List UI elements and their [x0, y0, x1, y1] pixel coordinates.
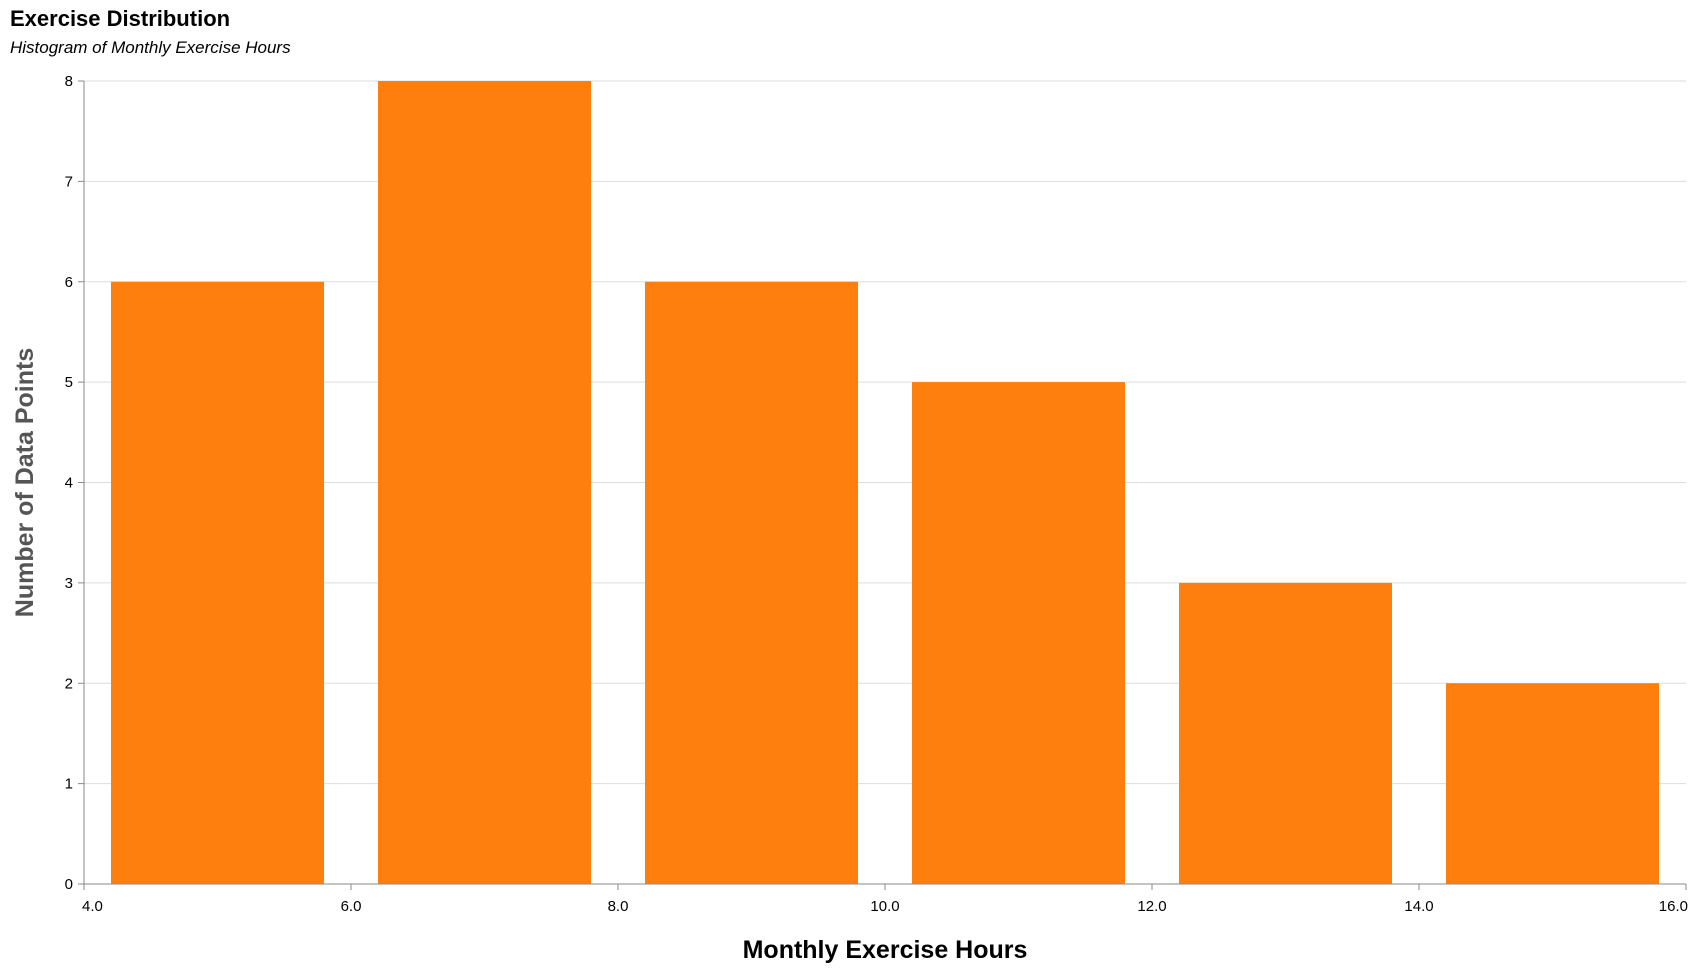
y-tick-label: 4: [65, 475, 73, 492]
y-tick-label: 0: [65, 876, 73, 893]
chart-subtitle: Histogram of Monthly Exercise Hours: [10, 38, 291, 57]
gridlines: [84, 80, 1686, 885]
x-tick-label: 10.0: [870, 898, 899, 915]
x-tick-label: 12.0: [1137, 898, 1166, 915]
x-tick-label: 16.0: [1659, 898, 1688, 915]
chart-title: Exercise Distribution: [10, 6, 231, 31]
x-tick-label: 6.0: [341, 898, 362, 915]
x-tick-label: 4.0: [82, 898, 103, 915]
histogram-bar: [645, 281, 858, 884]
y-tick-label: 3: [65, 575, 73, 592]
histogram-bar: [111, 281, 324, 884]
x-tick-label: 8.0: [608, 898, 629, 915]
y-tick-label: 1: [65, 776, 73, 793]
histogram-bar: [378, 81, 591, 884]
y-tick-label: 8: [65, 73, 73, 90]
histogram-bar: [1179, 582, 1392, 884]
y-tick-label: 2: [65, 675, 73, 692]
histogram-bar: [1446, 683, 1659, 884]
y-tick-label: 6: [65, 274, 73, 291]
y-axis-title: Number of Data Points: [11, 348, 39, 617]
axes: 0 1 2 3 4 5 6 7 8 4.0 6.0 8.0 10.0 12.0 14.0 16.0: [65, 73, 1688, 915]
y-tick-label: 7: [65, 173, 73, 190]
y-tick-label: 5: [65, 374, 73, 391]
bars: [111, 81, 1659, 884]
histogram-bar: [912, 382, 1125, 884]
x-axis-title: Monthly Exercise Hours: [743, 936, 1028, 964]
x-tick-label: 14.0: [1404, 898, 1433, 915]
